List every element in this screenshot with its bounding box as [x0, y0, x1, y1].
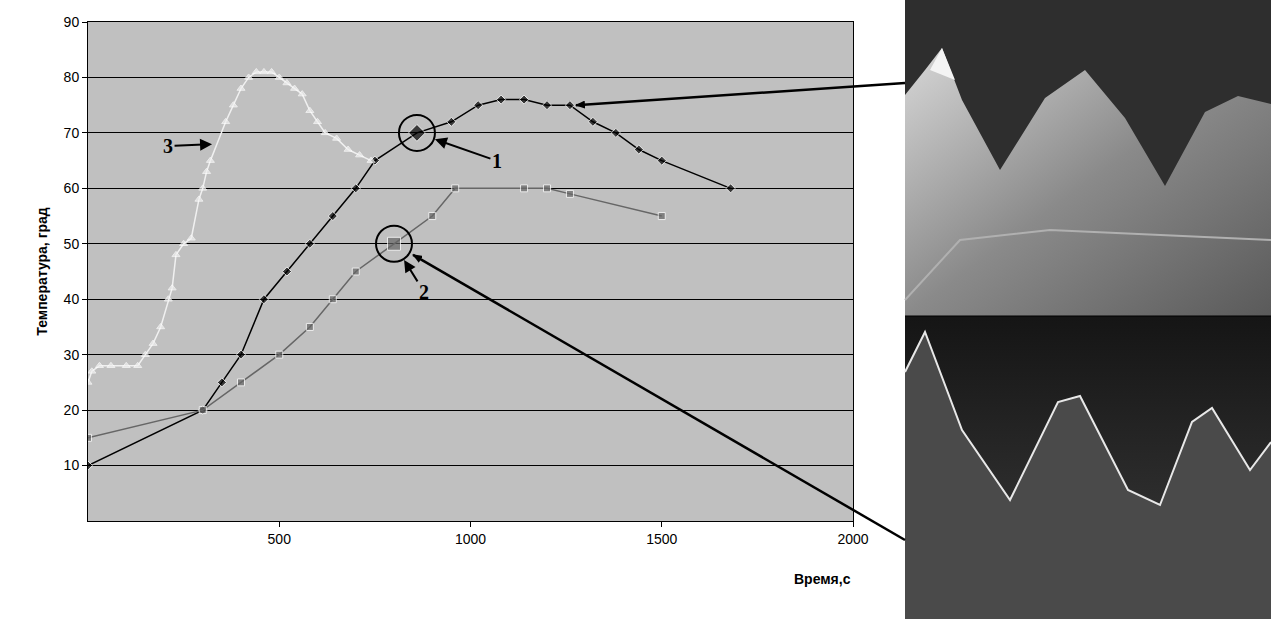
svg-text:70: 70: [64, 125, 80, 141]
svg-text:90: 90: [64, 14, 80, 30]
svg-text:1000: 1000: [455, 531, 486, 547]
svg-text:80: 80: [64, 69, 80, 85]
svg-text:2000: 2000: [837, 531, 868, 547]
svg-text:30: 30: [64, 347, 80, 363]
svg-text:40: 40: [64, 291, 80, 307]
svg-text:500: 500: [268, 531, 292, 547]
svg-text:60: 60: [64, 180, 80, 196]
svg-text:Время,с: Время,с: [794, 571, 851, 587]
svg-text:50: 50: [64, 236, 80, 252]
svg-text:1500: 1500: [646, 531, 677, 547]
svg-text:3: 3: [163, 135, 173, 157]
svg-text:10: 10: [64, 457, 80, 473]
svg-text:1: 1: [492, 150, 502, 172]
svg-text:Температура, град: Температура, град: [34, 207, 50, 335]
svg-text:2: 2: [419, 281, 429, 303]
svg-text:20: 20: [64, 402, 80, 418]
